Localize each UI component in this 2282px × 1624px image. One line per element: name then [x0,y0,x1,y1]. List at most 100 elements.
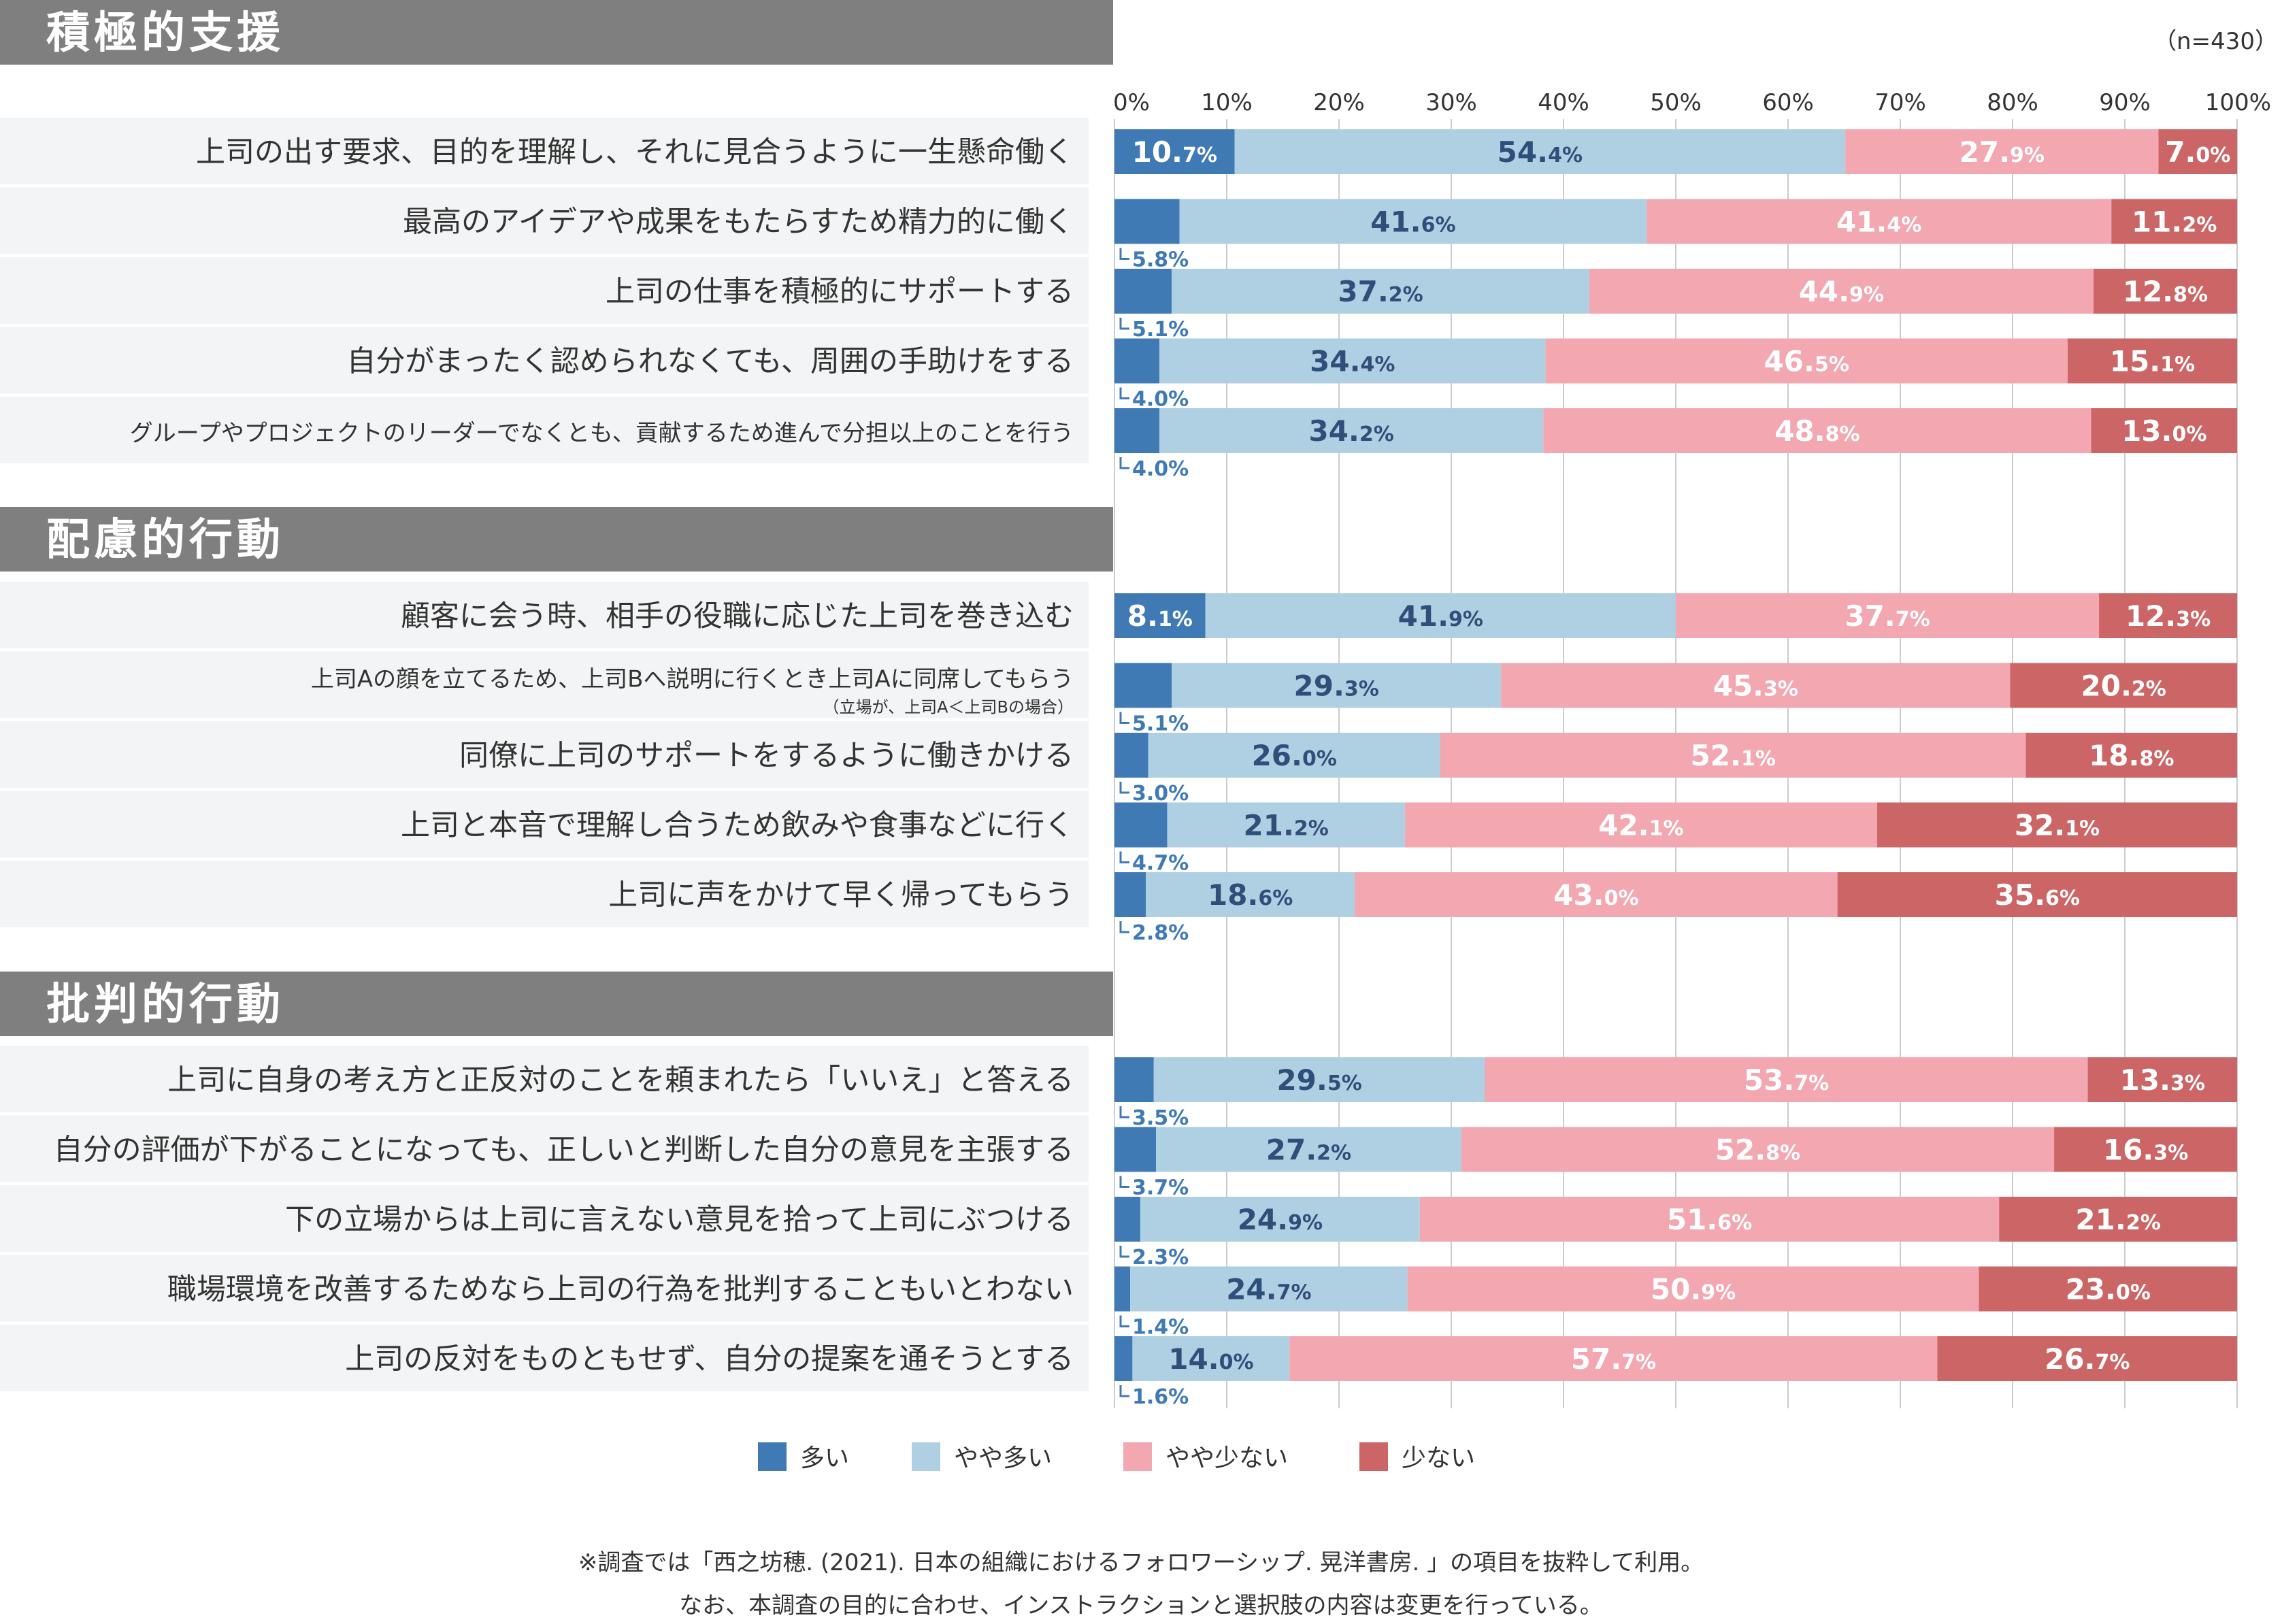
bar-value-label: 13.3% [2120,1063,2205,1097]
bar-segment-3 [1407,1266,1979,1312]
axis-tick-label: 100% [2205,89,2271,116]
bar-value-label: 52.8% [1715,1133,1800,1167]
axis-tick-label: 30% [1425,89,1477,116]
bar-value-label: 26.7% [2045,1342,2130,1376]
external-label-marker [1119,457,1129,469]
external-value-label: 2.3% [1132,1246,1189,1270]
row-background [0,1325,1089,1391]
bar-value-label: 41.4% [1836,205,1921,239]
bar-segment-3 [1545,338,2068,384]
bar-segment-3 [1461,1127,2055,1172]
bar-segment-2 [1205,593,1676,638]
external-label-marker [1119,921,1129,933]
external-value-label: 3.7% [1132,1176,1189,1200]
row-background [0,1115,1089,1182]
bar-value-label: 43.0% [1553,878,1638,912]
row-background [0,187,1089,254]
axis-tick-label: 0% [1113,89,1150,116]
bar-segment-4 [2099,593,2237,638]
bar-value-label: 57.7% [1571,1342,1656,1376]
bar-segment-3 [1355,872,1838,917]
bar-segment-3 [1501,663,2011,708]
bar-segment-3 [1419,1197,2000,1242]
row-background [0,257,1089,324]
bar-segment-3 [1676,593,2100,638]
row-label: 上司に声をかけて早く帰ってもらう [608,878,1074,912]
external-label-marker [1119,1176,1129,1188]
footnote-line-2: なお、本調査の目的に合わせ、インストラクションと選択肢の内容は変更を行っている。 [679,1592,1603,1619]
row-background [0,861,1089,927]
row-background [0,582,1089,648]
axis-tick-label: 50% [1650,89,1702,116]
bar-segment-1 [1114,872,1146,917]
row-label: 顧客に会う時、相手の役職に応じた上司を巻き込む [401,599,1074,633]
bar-value-label: 24.7% [1226,1273,1311,1306]
sample-size-label: （n=430） [2153,28,2278,55]
row-label: 自分の評価が下がることになっても、正しいと判断した自分の意見を主張する [54,1133,1074,1167]
bar-value-label: 18.6% [1208,878,1293,912]
external-label-marker [1119,248,1129,260]
bar-value-label: 53.7% [1744,1063,1829,1097]
bar-segment-2 [1156,1127,1461,1172]
bar-value-label: 13.0% [2121,414,2206,448]
row-background [0,327,1089,394]
bar-segment-3 [1404,802,1877,848]
section-title: 批判的行動 [46,980,284,1030]
legend-swatch [1359,1442,1388,1471]
axis-tick-label: 20% [1313,89,1365,116]
external-label-marker [1119,1106,1129,1118]
axis-tick-label: 60% [1762,89,1814,116]
row-label: グループやプロジェクトのリーダーでなくとも、貢献するため進んで分担以上のことを行… [130,420,1074,447]
bar-value-label: 41.6% [1370,205,1455,239]
bar-value-label: 29.5% [1276,1063,1361,1097]
legend-label: 少ない [1402,1444,1475,1472]
row-label: 最高のアイデアや成果をもたらすため精力的に働く [403,205,1074,239]
bar-value-label: 41.9% [1398,599,1483,633]
external-value-label: 5.1% [1132,712,1189,736]
bar-segment-1 [1114,733,1148,778]
bar-segment-1 [1114,663,1172,708]
bar-segment-1 [1114,408,1159,453]
bar-segment-4 [1937,1336,2237,1381]
bar-value-label: 32.1% [2015,809,2100,842]
bar-segment-4 [2067,338,2237,384]
bar-segment-1 [1114,269,1172,314]
external-label-marker [1119,782,1129,794]
bar-segment-1 [1114,802,1168,848]
external-value-label: 1.4% [1132,1316,1189,1340]
bar-segment-2 [1153,1057,1485,1102]
bar-segment-3 [1289,1336,1938,1381]
row-label: 上司の反対をものともせず、自分の提案を通そうとする [345,1342,1074,1376]
bar-segment-2 [1234,129,1846,174]
bar-segment-4 [2093,269,2237,314]
bar-value-label: 16.3% [2103,1133,2188,1167]
row-background [0,1255,1089,1322]
row-label-note: （立場が、上司A＜上司Bの場合） [823,698,1074,717]
bar-value-label: 15.1% [2110,345,2195,378]
bar-segment-2 [1179,199,1647,244]
legend-label: やや少ない [1165,1444,1288,1472]
bar-value-label: 21.2% [2075,1203,2160,1236]
bar-value-label: 10.7% [1132,135,1217,169]
external-label-marker [1119,1385,1129,1397]
bar-segment-4 [2111,199,2237,244]
bar-value-label: 14.0% [1168,1342,1253,1376]
bar-segment-2 [1167,802,1405,848]
axis-tick-label: 70% [1874,89,1926,116]
bar-segment-4 [1999,1197,2237,1242]
bar-segment-1 [1114,338,1159,384]
bar-value-label: 34.2% [1308,414,1393,448]
bar-segment-1 [1114,1197,1140,1242]
row-label: 上司の仕事を積極的にサポートする [606,275,1074,309]
row-label: 上司Aの顔を立てるため、上司Bへ説明に行くとき上司Aに同席してもらう [311,666,1074,693]
bar-value-label: 44.9% [1799,275,1884,308]
row-background [0,651,1089,718]
legend-label: やや多い [954,1444,1052,1472]
bar-segment-4 [2158,129,2237,174]
external-label-marker [1119,387,1129,399]
bar-segment-4 [1876,802,2237,848]
row-label: 上司に自身の考え方と正反対のことを頼まれたら「いいえ」と答える [167,1063,1074,1097]
legend-label: 多い [800,1444,849,1472]
external-label-marker [1119,712,1129,724]
bar-segment-2 [1159,338,1546,384]
